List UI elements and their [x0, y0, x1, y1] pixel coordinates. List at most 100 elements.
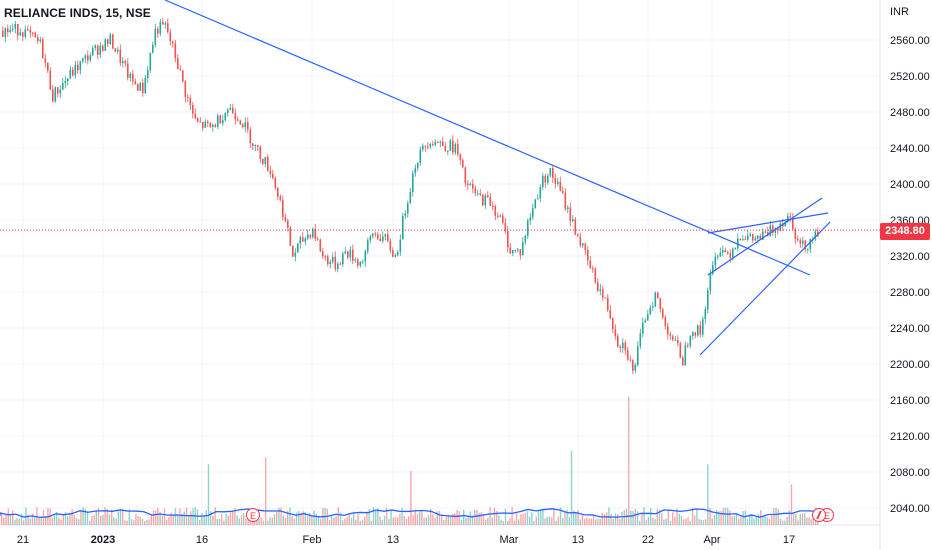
- volume-bar: [619, 519, 621, 525]
- volume-bar: [331, 516, 333, 525]
- flash-icon[interactable]: [812, 508, 826, 522]
- candle-body: [352, 249, 354, 261]
- candle-body: [552, 168, 554, 178]
- candle-body: [462, 160, 464, 168]
- volume-bar: [674, 516, 676, 525]
- candle-body: [112, 34, 114, 49]
- candle-body: [624, 342, 627, 351]
- volume-bar: [601, 512, 603, 525]
- candle-body: [759, 235, 762, 240]
- candle-body: [412, 173, 414, 192]
- candle-body: [39, 39, 42, 42]
- candle-body: [659, 298, 662, 310]
- volume-bar: [522, 514, 524, 525]
- candle-body: [224, 113, 227, 121]
- candle-body: [49, 70, 52, 90]
- candle-body: [627, 350, 629, 360]
- volume-bar: [181, 514, 183, 525]
- candle-body: [484, 195, 487, 206]
- candle-body: [144, 77, 147, 94]
- volume-bar: [718, 511, 720, 525]
- candle-body: [814, 231, 817, 239]
- candle-body: [32, 32, 34, 34]
- volume-bar: [564, 511, 566, 525]
- volume-bar: [159, 512, 161, 525]
- volume-bar: [467, 515, 469, 525]
- candle-body: [319, 239, 322, 252]
- candle-body: [724, 249, 727, 253]
- volume-bar: [548, 516, 551, 525]
- candle-body: [92, 47, 94, 56]
- candle-body: [64, 80, 67, 84]
- volume-bar: [559, 507, 562, 525]
- volume-bar: [102, 514, 104, 525]
- candle-body: [479, 193, 482, 195]
- volume-bar: [471, 515, 474, 525]
- volume-bar: [78, 519, 80, 525]
- candle-body: [52, 89, 54, 102]
- volume-bar: [790, 484, 793, 525]
- volume-bar: [588, 518, 590, 525]
- candle-body: [4, 28, 7, 37]
- candle-body: [287, 220, 289, 228]
- candle-body: [199, 121, 202, 123]
- volume-bar: [729, 510, 731, 525]
- volume-bar: [438, 510, 441, 525]
- volume-bar: [245, 518, 247, 525]
- volume-bar: [465, 517, 467, 525]
- volume-bar: [793, 512, 795, 525]
- volume-bar: [595, 519, 597, 525]
- volume-bar: [75, 517, 78, 525]
- volume-bar: [518, 519, 520, 525]
- volume-bar: [174, 508, 177, 525]
- volume-bar: [474, 509, 476, 525]
- candle-body: [139, 82, 142, 91]
- candle-body: [237, 119, 239, 121]
- volume-bar: [216, 518, 218, 525]
- candle-body: [374, 233, 377, 235]
- candle-body: [252, 143, 254, 147]
- volume-bar: [240, 515, 243, 525]
- y-tick-label: 2320.00: [890, 251, 930, 263]
- candle-body: [599, 289, 602, 291]
- volume-bar: [234, 508, 236, 525]
- candle-body: [147, 70, 149, 78]
- candle-body: [664, 317, 667, 327]
- candle-body: [427, 146, 429, 148]
- earnings-event-marker[interactable]: E: [246, 508, 260, 522]
- volume-bar: [311, 515, 313, 525]
- candle-body: [217, 115, 219, 127]
- trendline: [707, 212, 829, 234]
- x-tick-label: 16: [196, 534, 208, 546]
- volume-bar: [108, 514, 111, 525]
- candle-body: [47, 62, 49, 71]
- volume-bar: [166, 520, 168, 525]
- volume-bar: [795, 514, 797, 525]
- candle-body: [757, 235, 759, 239]
- candle-body: [359, 261, 362, 266]
- candle-body: [482, 194, 484, 206]
- candle-body: [572, 219, 574, 222]
- candle-body: [142, 82, 144, 94]
- volume-bar: [751, 515, 753, 525]
- candle-body: [367, 240, 369, 252]
- candle-body: [154, 28, 157, 45]
- volume-bar: [383, 515, 386, 525]
- volume-bar: [755, 516, 757, 525]
- candle-body: [702, 319, 704, 335]
- candle-body: [619, 346, 622, 349]
- candle-body: [102, 45, 104, 51]
- volume-bar: [379, 516, 381, 525]
- volume-bar: [229, 511, 232, 525]
- volume-bar: [764, 515, 766, 525]
- volume-bar: [476, 509, 478, 525]
- volume-bar: [738, 518, 740, 525]
- volume-bar: [117, 511, 119, 525]
- volume-bar: [806, 517, 808, 525]
- volume-bar: [727, 507, 729, 525]
- candle-body: [789, 216, 792, 218]
- volume-bar: [89, 520, 91, 525]
- candle-body: [172, 41, 174, 44]
- volume-bar: [64, 511, 67, 525]
